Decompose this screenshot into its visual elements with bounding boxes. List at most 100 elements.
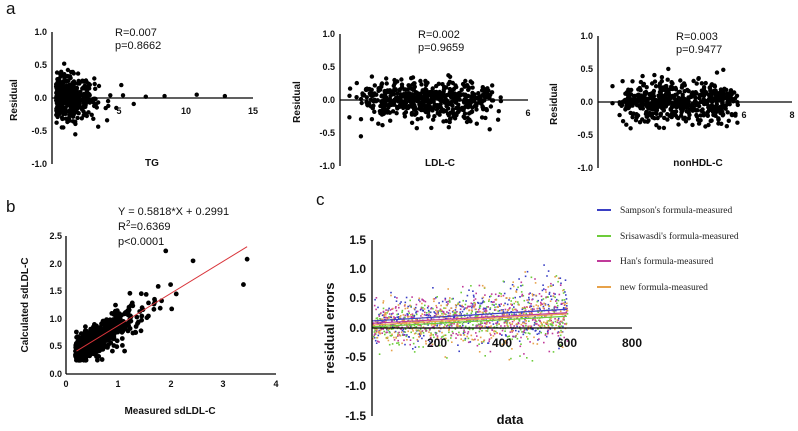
data-point — [722, 86, 727, 92]
data-point — [483, 301, 486, 303]
data-point — [473, 304, 476, 307]
data-point — [431, 343, 434, 346]
data-point — [514, 308, 516, 311]
data-point — [485, 307, 487, 310]
data-point — [437, 311, 439, 314]
data-point — [627, 94, 632, 100]
data-point — [484, 355, 486, 357]
data-point — [406, 339, 408, 341]
data-point — [515, 308, 517, 311]
data-point — [512, 281, 514, 283]
data-point — [384, 81, 389, 86]
data-point — [642, 119, 647, 124]
data-point — [383, 315, 385, 317]
data-point — [434, 321, 436, 324]
data-point — [461, 310, 464, 313]
y-tick-label: 0.0 — [322, 95, 335, 105]
data-point — [725, 101, 730, 107]
data-point — [492, 335, 495, 337]
data-point — [549, 285, 552, 287]
data-point — [532, 342, 535, 345]
data-point — [537, 324, 540, 326]
data-point — [441, 310, 444, 313]
data-point — [518, 340, 521, 342]
data-point — [533, 336, 535, 339]
data-point — [391, 326, 394, 328]
data-point — [545, 296, 548, 298]
data-point — [530, 276, 533, 279]
data-point — [543, 288, 545, 290]
data-point — [473, 305, 476, 308]
data-point — [134, 314, 140, 320]
data-point — [511, 328, 513, 331]
data-point — [519, 296, 521, 298]
data-point — [75, 71, 81, 76]
data-point — [565, 298, 568, 300]
data-point — [444, 298, 447, 301]
data-point — [397, 88, 402, 93]
data-point — [386, 326, 388, 329]
data-point — [139, 313, 145, 319]
data-point — [71, 119, 77, 124]
scatter-points — [371, 264, 569, 362]
data-point — [433, 325, 435, 328]
data-point — [544, 334, 547, 336]
data-point — [399, 317, 402, 320]
data-point — [555, 300, 557, 302]
data-point — [413, 308, 416, 311]
data-point — [379, 81, 385, 86]
data-point — [489, 350, 492, 353]
data-point — [412, 84, 417, 90]
data-point — [475, 292, 477, 295]
data-point — [533, 308, 535, 310]
data-point — [433, 298, 436, 300]
data-point — [403, 87, 408, 92]
data-point — [464, 303, 467, 306]
x-tick-label: 5 — [116, 106, 121, 116]
data-point — [409, 324, 411, 327]
data-point — [479, 328, 481, 331]
data-point — [651, 104, 656, 110]
data-point — [550, 317, 552, 319]
data-point — [241, 282, 246, 287]
data-point — [545, 291, 547, 293]
data-point — [516, 317, 519, 319]
data-point — [194, 92, 199, 97]
data-point — [532, 294, 535, 296]
data-point — [719, 105, 725, 110]
data-point — [383, 330, 385, 333]
data-point — [521, 308, 524, 311]
data-point — [518, 278, 520, 280]
data-point — [485, 310, 488, 312]
data-point — [552, 324, 554, 327]
data-point — [438, 92, 443, 97]
data-point — [652, 72, 657, 78]
data-point — [483, 339, 485, 342]
data-point — [402, 314, 405, 316]
data-point — [536, 300, 539, 303]
data-point — [537, 311, 539, 313]
data-point — [523, 329, 526, 331]
data-point — [723, 106, 728, 111]
x-tick-label: 4 — [273, 379, 278, 389]
data-point — [502, 314, 504, 316]
data-point — [545, 335, 548, 338]
data-point — [459, 304, 461, 307]
data-point — [490, 83, 495, 88]
data-point — [473, 302, 475, 304]
data-point — [668, 107, 673, 112]
y-tick-label: -0.5 — [345, 350, 366, 364]
data-point — [394, 111, 399, 116]
data-point — [396, 313, 398, 316]
data-point — [424, 311, 426, 314]
data-point — [518, 304, 520, 306]
data-point — [354, 95, 359, 100]
data-point — [466, 332, 469, 335]
data-point — [83, 324, 88, 330]
data-point — [452, 116, 458, 121]
data-point — [104, 343, 110, 349]
data-point — [695, 117, 701, 123]
data-point — [381, 324, 384, 327]
data-point — [509, 287, 512, 290]
data-point — [386, 317, 389, 319]
